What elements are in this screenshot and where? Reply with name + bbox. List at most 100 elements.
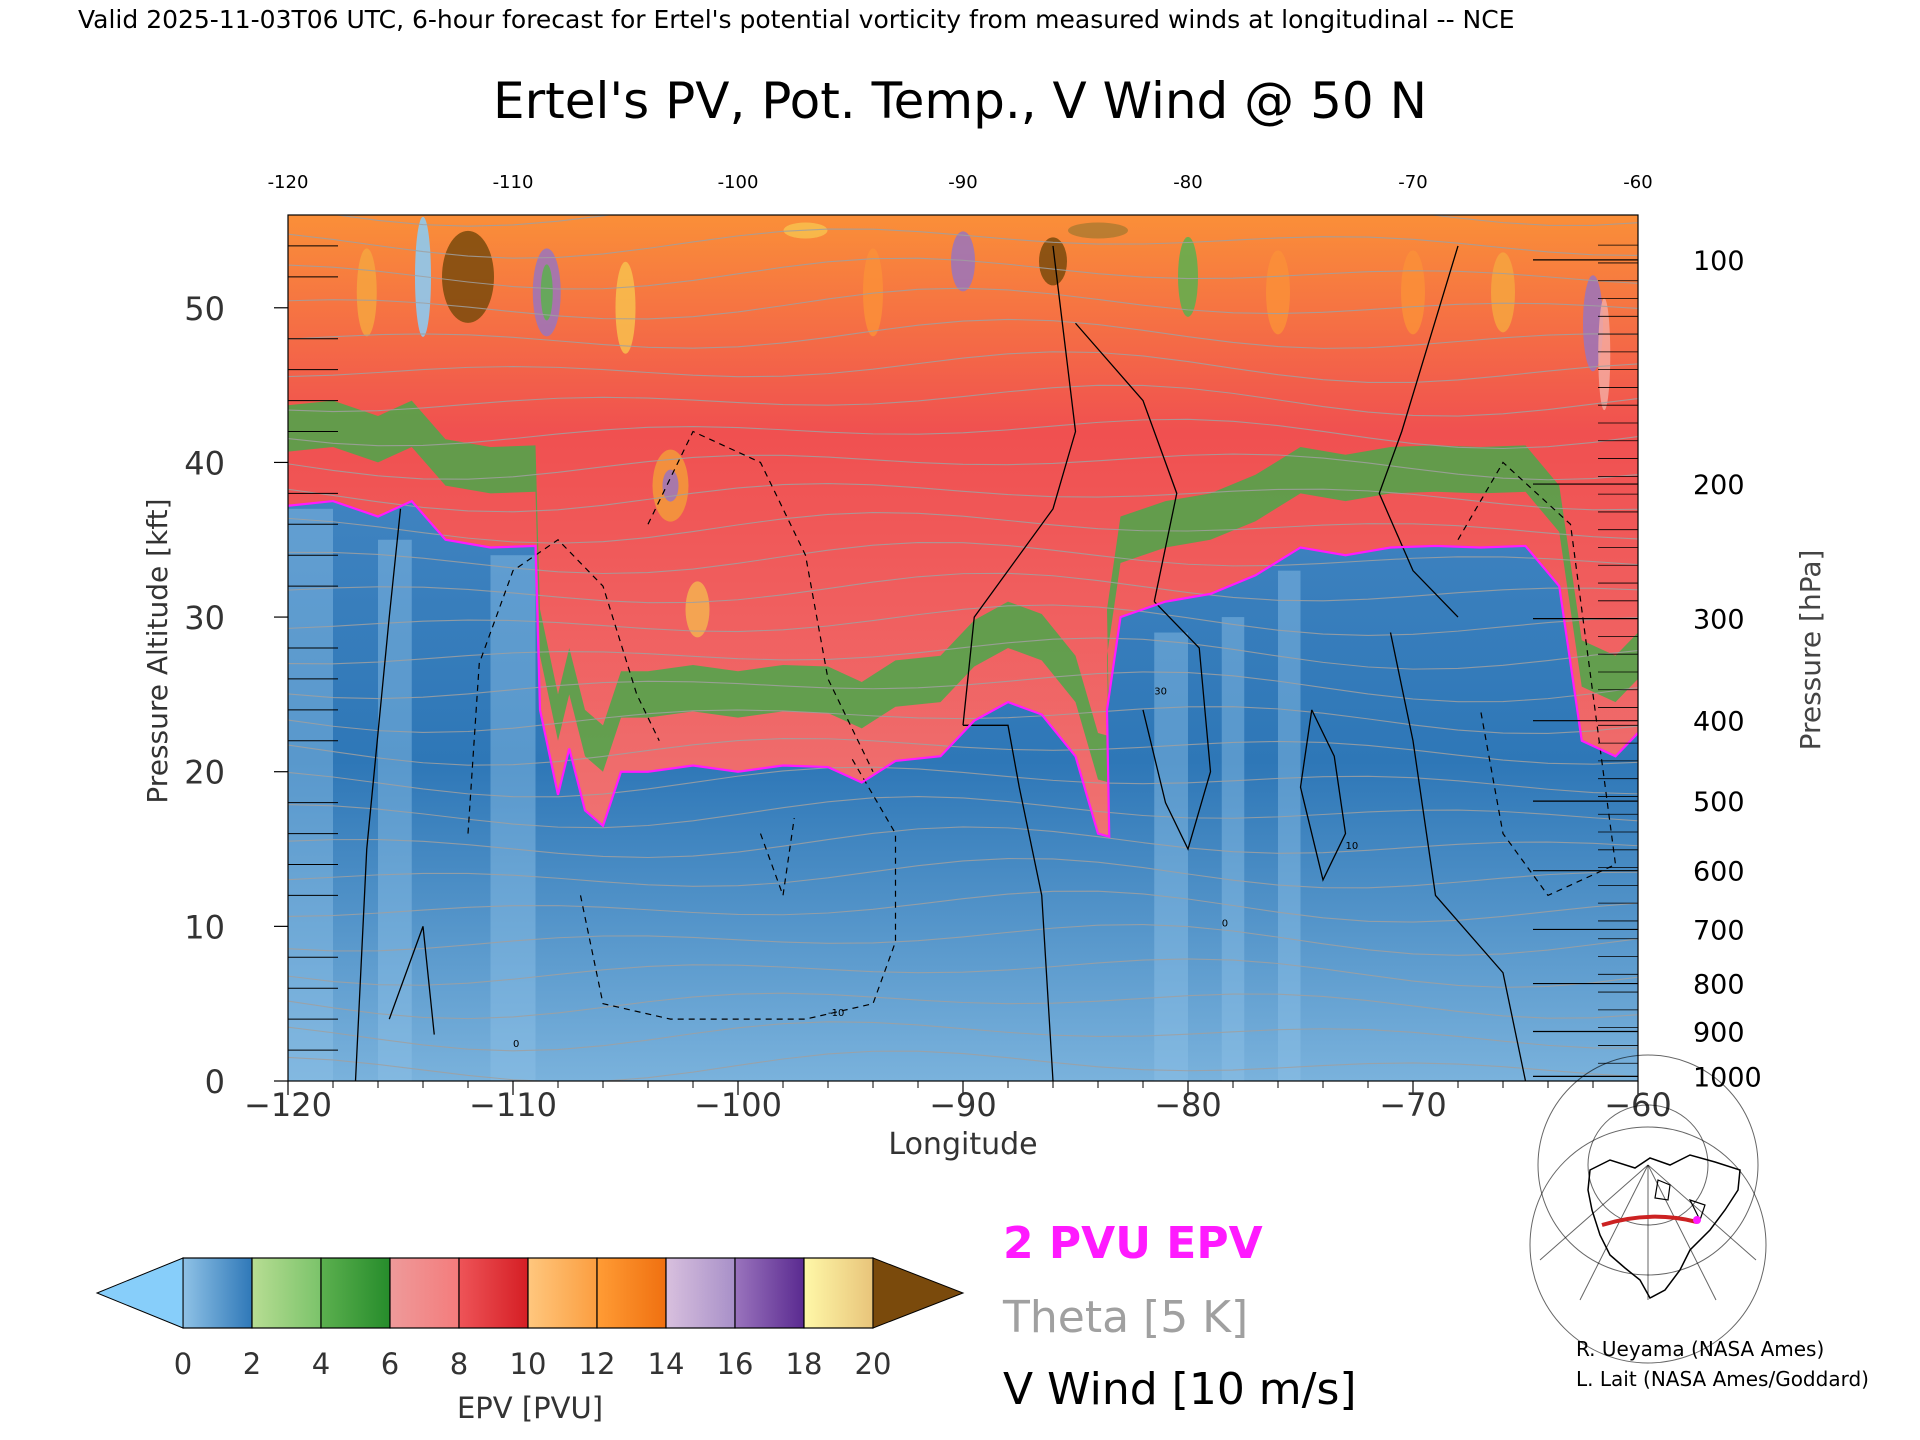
plot-area: 0 -10 30 10 0 [288,215,1638,1081]
theta-contour-line [288,572,1638,604]
theta-contour-line [288,795,1638,829]
theta-contour-line [333,215,1638,227]
y-axis-label-left: Pressure Altitude [kft] [141,498,174,803]
v-wind-solid-contour [1142,601,1212,851]
pv-lobe [540,264,553,321]
v-wind-contour-label: 30 [1154,686,1167,697]
colorbar-over-arrow [872,1257,965,1329]
v-wind-dashed-contour [579,755,897,1020]
theta-contour-line [288,384,1638,417]
pv-lobe [951,231,975,292]
v-wind-solid-contour [1075,322,1178,602]
y-tick-label: 20 [184,754,225,792]
pv-2pvu-contour [288,499,1638,839]
theta-contour-line [288,257,1638,290]
colorbar-band [320,1257,391,1329]
colorbar-tick-label: 14 [648,1347,685,1381]
pressure-tick-label: 700 [1693,915,1745,946]
colorbar-tick-label: 8 [450,1347,468,1381]
colorbar-band [527,1257,598,1329]
pressure-tick-label: 300 [1693,605,1745,636]
header-text: Valid 2025-11-03T06 UTC, 6-hour forecast… [78,5,1515,34]
top-x-tick-label: -70 [1398,172,1427,193]
theta-contour-line [288,318,1638,349]
axes: −120-120−110-110−100-100−90-90−80-80−70-… [184,172,1761,1124]
pv-low-column [1221,617,1245,1081]
epv-colorbar: 0 2 4 6 8 10 12 14 16 18 20 [95,1257,965,1381]
v-wind-solid-contour [962,245,1077,726]
v-wind-contour-label: 0 [513,1039,519,1050]
pressure-tick-label: 600 [1693,857,1745,888]
colorbar-tick-label: 0 [174,1347,192,1381]
y-tick-label: 50 [184,290,225,328]
colorbar-band [734,1257,805,1329]
colorbar-tick-label: 6 [381,1347,399,1381]
theta-contour-line [288,766,1638,798]
colorbar-band [251,1257,322,1329]
x-tick-label: −100 [694,1086,782,1124]
v-wind-solid-contour [1378,245,1459,618]
theta-contour-line [288,541,1638,575]
pv-low-column [1154,632,1188,1081]
x-tick-label: −80 [1154,1086,1222,1124]
theta-contour-line [288,826,1638,859]
pv-lobe [1068,222,1128,239]
v-wind-solid-contour [354,508,402,1081]
colorbar-tick-label: 12 [579,1347,616,1381]
x-tick-label: −90 [929,1086,997,1124]
theta-contour-line [288,453,1638,481]
theta-contour-line [288,1050,1638,1081]
pressure-tick-label: 100 [1693,246,1745,277]
theta-contour-line [288,992,1638,1020]
theta-contour-line [288,890,1638,923]
x-tick-label: −70 [1379,1086,1447,1124]
pv-lobe [1401,250,1425,335]
v-wind-solid-contour [1299,709,1347,882]
pv-lobe [662,469,679,502]
theta-contour-line [288,483,1638,513]
colorbar-band [389,1257,460,1329]
y-tick-label: 0 [205,1063,225,1101]
pv-low-column [490,555,536,1081]
pv-lobe [685,581,710,638]
pv-lobe [863,248,883,337]
theta-contours [288,215,1638,1081]
v-wind-contour-label: 0 [1222,918,1228,929]
top-x-tick-label: -80 [1173,172,1202,193]
pv-lobe [1583,275,1603,372]
pv-lobe [1039,237,1067,286]
pv-lobe [1491,252,1515,333]
legend-vwind: V Wind [10 m/s] [1003,1364,1357,1415]
legend-2pvu: 2 PVU EPV [1003,1218,1263,1269]
colorbar-under-arrow [95,1257,184,1329]
pv-lobe [615,261,636,354]
pv-lobe [1178,236,1198,317]
pv-low-column [1278,570,1301,1081]
x-tick-label: −120 [244,1086,332,1124]
y-axis-label-right: Pressure [hPa] [1794,550,1827,751]
top-x-tick-label: -120 [268,172,309,193]
theta-contour-line [288,737,1638,766]
credit-line-1: R. Ueyama (NASA Ames) [1576,1337,1824,1361]
colorbar-tick-label: 18 [786,1347,823,1381]
colorbar-tick-label: 20 [855,1347,892,1381]
theta-contour-line [288,228,1638,259]
colorbar-tick-label: 2 [243,1347,261,1381]
x-tick-label: −60 [1604,1086,1672,1124]
theta-contour-line [288,287,1638,320]
y-tick-label: 10 [184,908,225,946]
tropopause-transition-band [288,400,1638,783]
theta-contour-line [288,706,1638,735]
theta-contour-line [288,637,1638,670]
v-wind-solid-contour [388,926,435,1035]
theta-contour-line [288,351,1638,383]
x-tick-label: −110 [469,1086,557,1124]
v-wind-contours: 0 -10 30 10 0 [354,245,1617,1081]
v-wind-solid-contour [1389,632,1527,1081]
colorbar-band [596,1257,667,1329]
theta-contour-line [288,418,1638,450]
theta-contour-line [288,671,1638,703]
theta-contour-line [288,604,1638,637]
x-axis-label: Longitude [888,1127,1037,1162]
